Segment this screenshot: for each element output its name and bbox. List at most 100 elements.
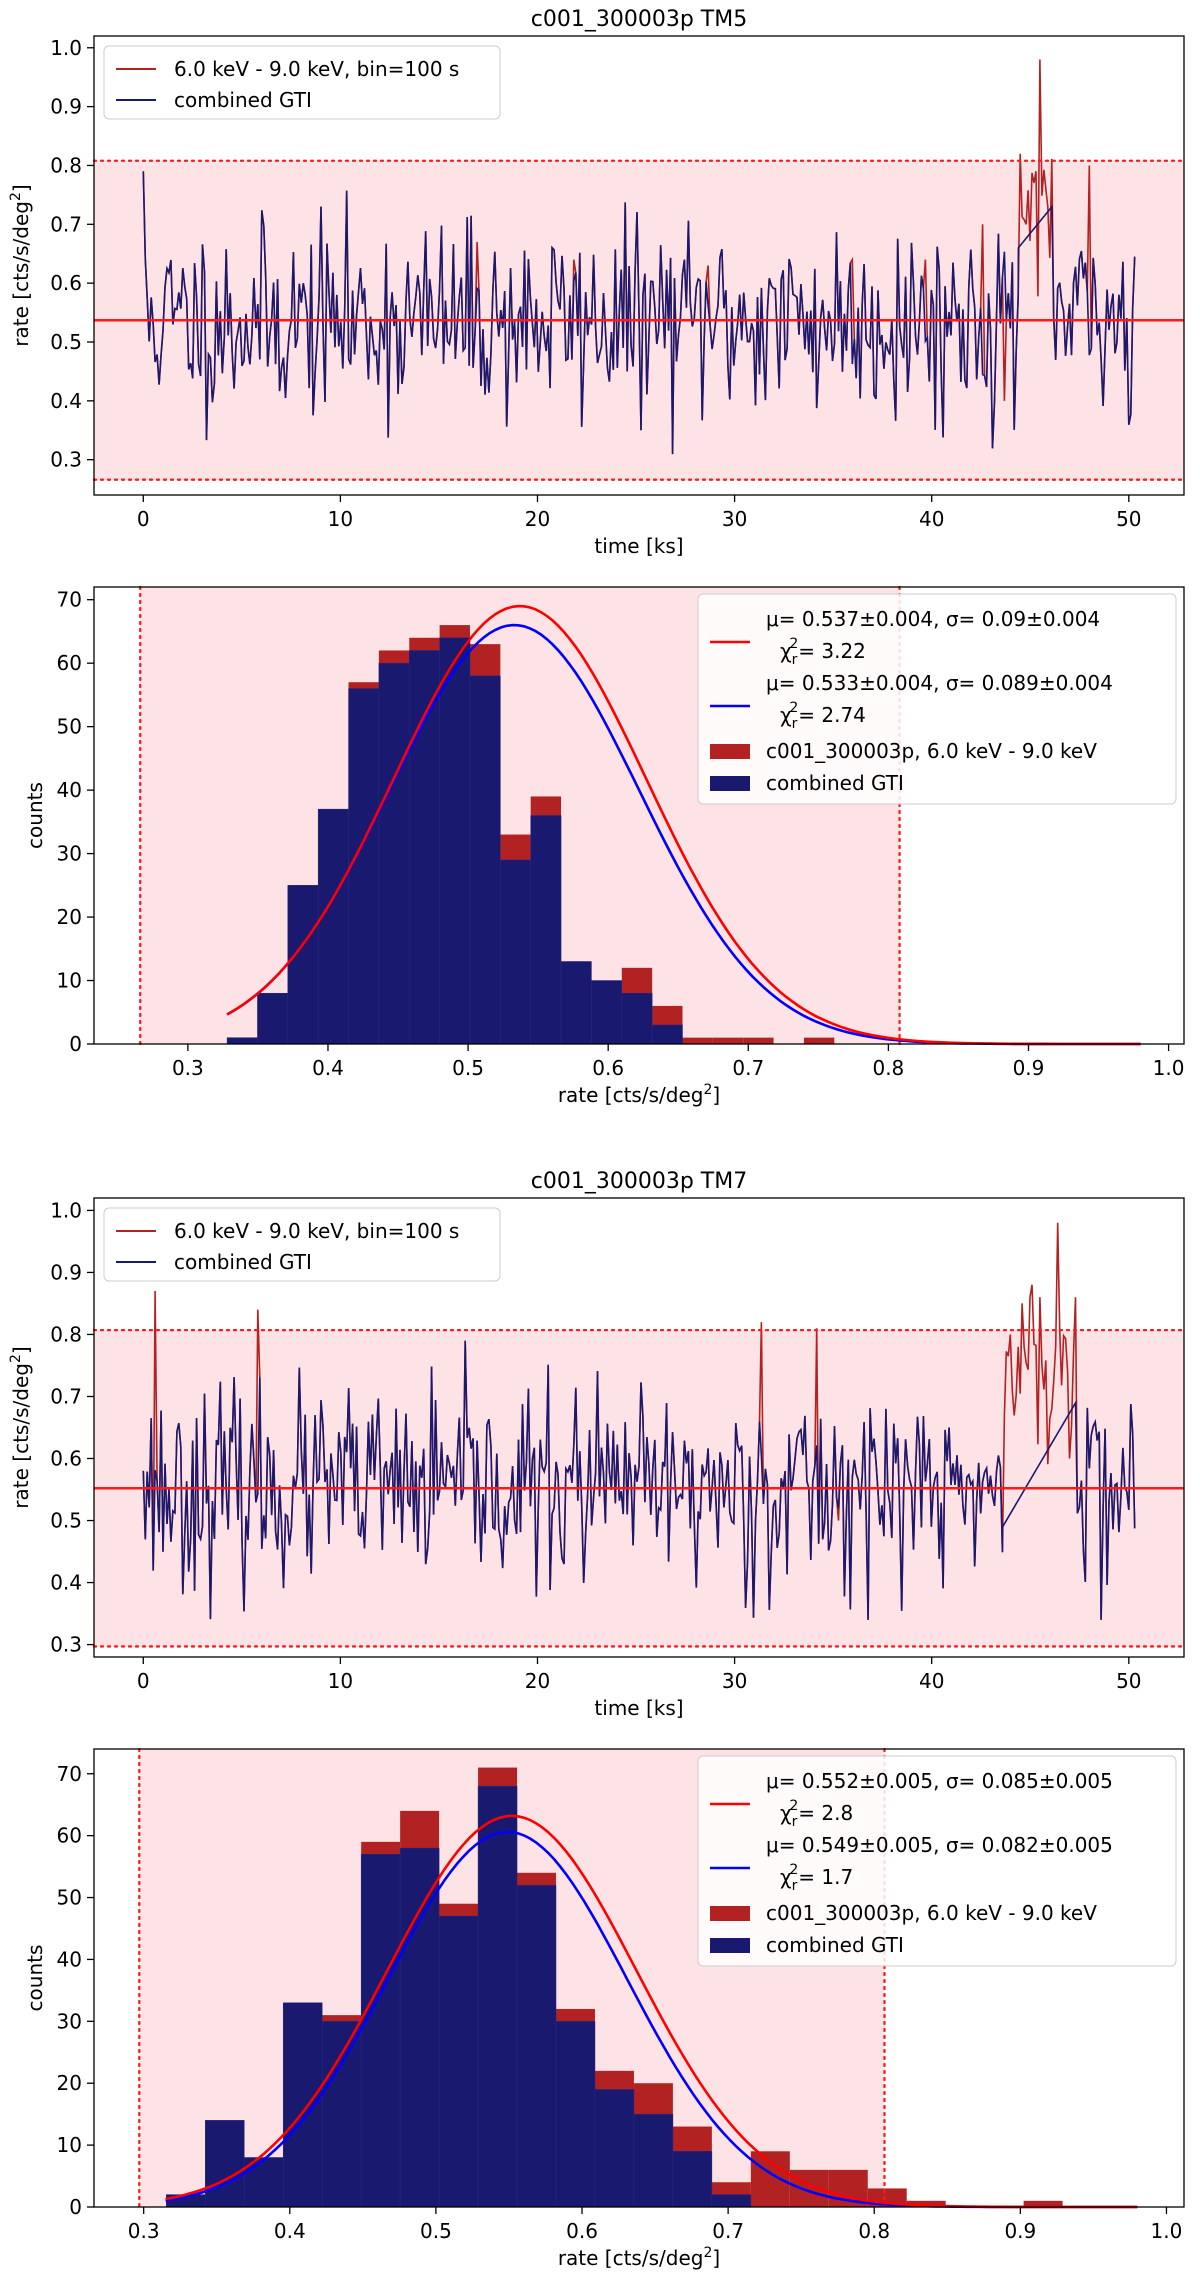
x-tick-label: 50	[1116, 1669, 1141, 1693]
x-tick-label: 0	[137, 507, 150, 531]
bar-6-9kev	[743, 1037, 774, 1044]
bar-combined-gti	[477, 1785, 518, 2208]
legend-label: combined GTI	[174, 88, 312, 112]
x-tick-label: 0	[137, 1669, 150, 1693]
y-tick-label: 0.6	[50, 271, 82, 295]
x-tick-label: 20	[525, 507, 550, 531]
axes-frame	[93, 1748, 1185, 2208]
series-line-combined-gti	[142, 1340, 1136, 1620]
x-tick-label: 1.0	[1153, 1056, 1185, 1080]
legend-chi-sup: 2	[789, 636, 798, 652]
legend-swatch-bar	[710, 744, 750, 759]
x-axis-label: time [ks]	[594, 1696, 683, 1720]
x-tick-label: 0.5	[452, 1056, 484, 1080]
legend-label: combined GTI	[174, 1250, 312, 1274]
legend-chi: χ	[780, 703, 792, 727]
lightcurve-lc_tm5: 0 10 20 30 40 50 0.3 0.4 0.5 0.6 0.7 0.8 0.9 1.0 c001_…	[8, 7, 1186, 558]
y-tick-label: 0.7	[50, 1384, 82, 1408]
y-tick-label: 0.9	[50, 1260, 82, 1284]
legend: 6.0 keV - 9.0 keV, bin=100 s combined GTI	[103, 45, 501, 120]
x-axis-label: rate [cts/s/deg2]	[558, 2245, 720, 2270]
lightcurve-lc_tm7: 0 10 20 30 40 50 0.3 0.4 0.5 0.6 0.7 0.8 0.9 1.0 c001_…	[8, 1169, 1186, 1720]
bar-combined-gti	[516, 1884, 557, 2208]
legend-chi-value: = 2.74	[798, 703, 866, 727]
bar-combined-gti	[205, 2120, 245, 2208]
bar-6-9kev	[789, 2169, 829, 2207]
bar-6-9kev	[682, 1037, 713, 1044]
bar-combined-gti	[560, 961, 592, 1045]
histogram-hist_tm5: 0.3 0.4 0.5 0.6 0.7 0.8 0.9 1.0 0 10 20 30 40 50 60 70 r…	[23, 585, 1185, 1107]
x-tick-label: 40	[919, 1669, 944, 1693]
axes-frame	[93, 1197, 1185, 1658]
legend-chi-sub: r	[792, 716, 798, 732]
y-tick-label: 70	[57, 588, 82, 612]
x-tick-label: 0.3	[128, 2219, 160, 2243]
y-tick-label: 50	[57, 1886, 82, 1910]
bar-6-9kev	[750, 2151, 790, 2207]
legend-chi2: χr2= 1.7	[780, 1862, 853, 1894]
x-tick-label: 50	[1116, 507, 1141, 531]
legend-chi-sup: 2	[789, 700, 798, 716]
y-tick-label: 30	[57, 842, 82, 866]
x-axis-label-end: ]	[712, 2246, 720, 2270]
y-tick-label: 0.4	[50, 389, 82, 413]
x-tick-label: 0.4	[312, 1056, 344, 1080]
x-tick-label: 30	[722, 1669, 747, 1693]
bar-combined-gti	[257, 992, 289, 1045]
axes-frame	[93, 35, 1185, 496]
bar-combined-gti	[555, 2021, 596, 2208]
bar-6-9kev	[803, 1037, 835, 1044]
legend: 6.0 keV - 9.0 keV, bin=100 s combined GTI	[103, 1207, 501, 1282]
bar-combined-gti	[591, 980, 623, 1045]
bar-combined-gti	[321, 2021, 362, 2208]
bar-combined-gti	[348, 688, 380, 1045]
x-tick-label: 40	[919, 507, 944, 531]
x-tick-label: 30	[722, 507, 747, 531]
legend-box	[697, 593, 1177, 805]
x-tick-label: 0.7	[712, 2219, 744, 2243]
legend-fit-params: μ= 0.552±0.005, σ= 0.085±0.005	[766, 1769, 1113, 1793]
legend-label: combined GTI	[766, 771, 904, 795]
bar-6-9kev	[906, 2200, 946, 2207]
x-axis-label-main: rate [cts/s/deg	[558, 1083, 704, 1107]
y-tick-label: 1.0	[50, 1198, 82, 1222]
bar-combined-gti	[711, 2194, 752, 2208]
bar-combined-gti	[469, 675, 501, 1045]
x-tick-label: 0.8	[872, 1056, 904, 1080]
bar-combined-gti	[672, 2151, 713, 2208]
legend-box	[103, 45, 501, 120]
y-tick-label: 20	[57, 905, 82, 929]
bar-combined-gti	[530, 815, 562, 1045]
bar-combined-gti	[360, 1853, 401, 2208]
legend-chi-value: = 2.8	[798, 1801, 853, 1825]
y-tick-label: 40	[57, 778, 82, 802]
legend-label: combined GTI	[766, 1933, 904, 1957]
legend-label: 6.0 keV - 9.0 keV, bin=100 s	[174, 57, 459, 81]
bar-combined-gti	[282, 2002, 323, 2208]
x-tick-label: 0.4	[274, 2219, 306, 2243]
chart-title: c001_300003p TM5	[531, 7, 747, 32]
legend-chi2: χr2= 3.22	[780, 636, 866, 668]
legend-chi-sup: 2	[789, 1862, 798, 1878]
y-tick-label: 60	[57, 651, 82, 675]
y-tick-label: 30	[57, 2009, 82, 2033]
y-tick-label: 0.8	[50, 1322, 82, 1346]
legend-chi-sub: r	[792, 652, 798, 668]
y-axis-label: counts	[23, 1945, 47, 2012]
x-axis-label-end: ]	[712, 1083, 720, 1107]
x-tick-label: 0.7	[732, 1056, 764, 1080]
axes-frame	[93, 586, 1185, 1045]
x-tick-label: 0.6	[592, 1056, 624, 1080]
legend-fit-params: μ= 0.549±0.005, σ= 0.082±0.005	[766, 1833, 1113, 1857]
x-tick-label: 0.9	[1004, 2219, 1036, 2243]
legend-chi-sup: 2	[789, 1798, 798, 1814]
legend-fit-params: μ= 0.537±0.004, σ= 0.09±0.004	[766, 607, 1100, 631]
y-axis-label-end: ]	[9, 1346, 33, 1354]
y-tick-label: 10	[57, 2133, 82, 2157]
legend-chi: χ	[780, 639, 792, 663]
histogram-hist_tm7: 0.3 0.4 0.5 0.6 0.7 0.8 0.9 1.0 0 10 20 30 40 50 60 70 r…	[23, 1747, 1185, 2270]
bar-combined-gti	[287, 885, 319, 1045]
legend-chi: χ	[780, 1801, 792, 1825]
